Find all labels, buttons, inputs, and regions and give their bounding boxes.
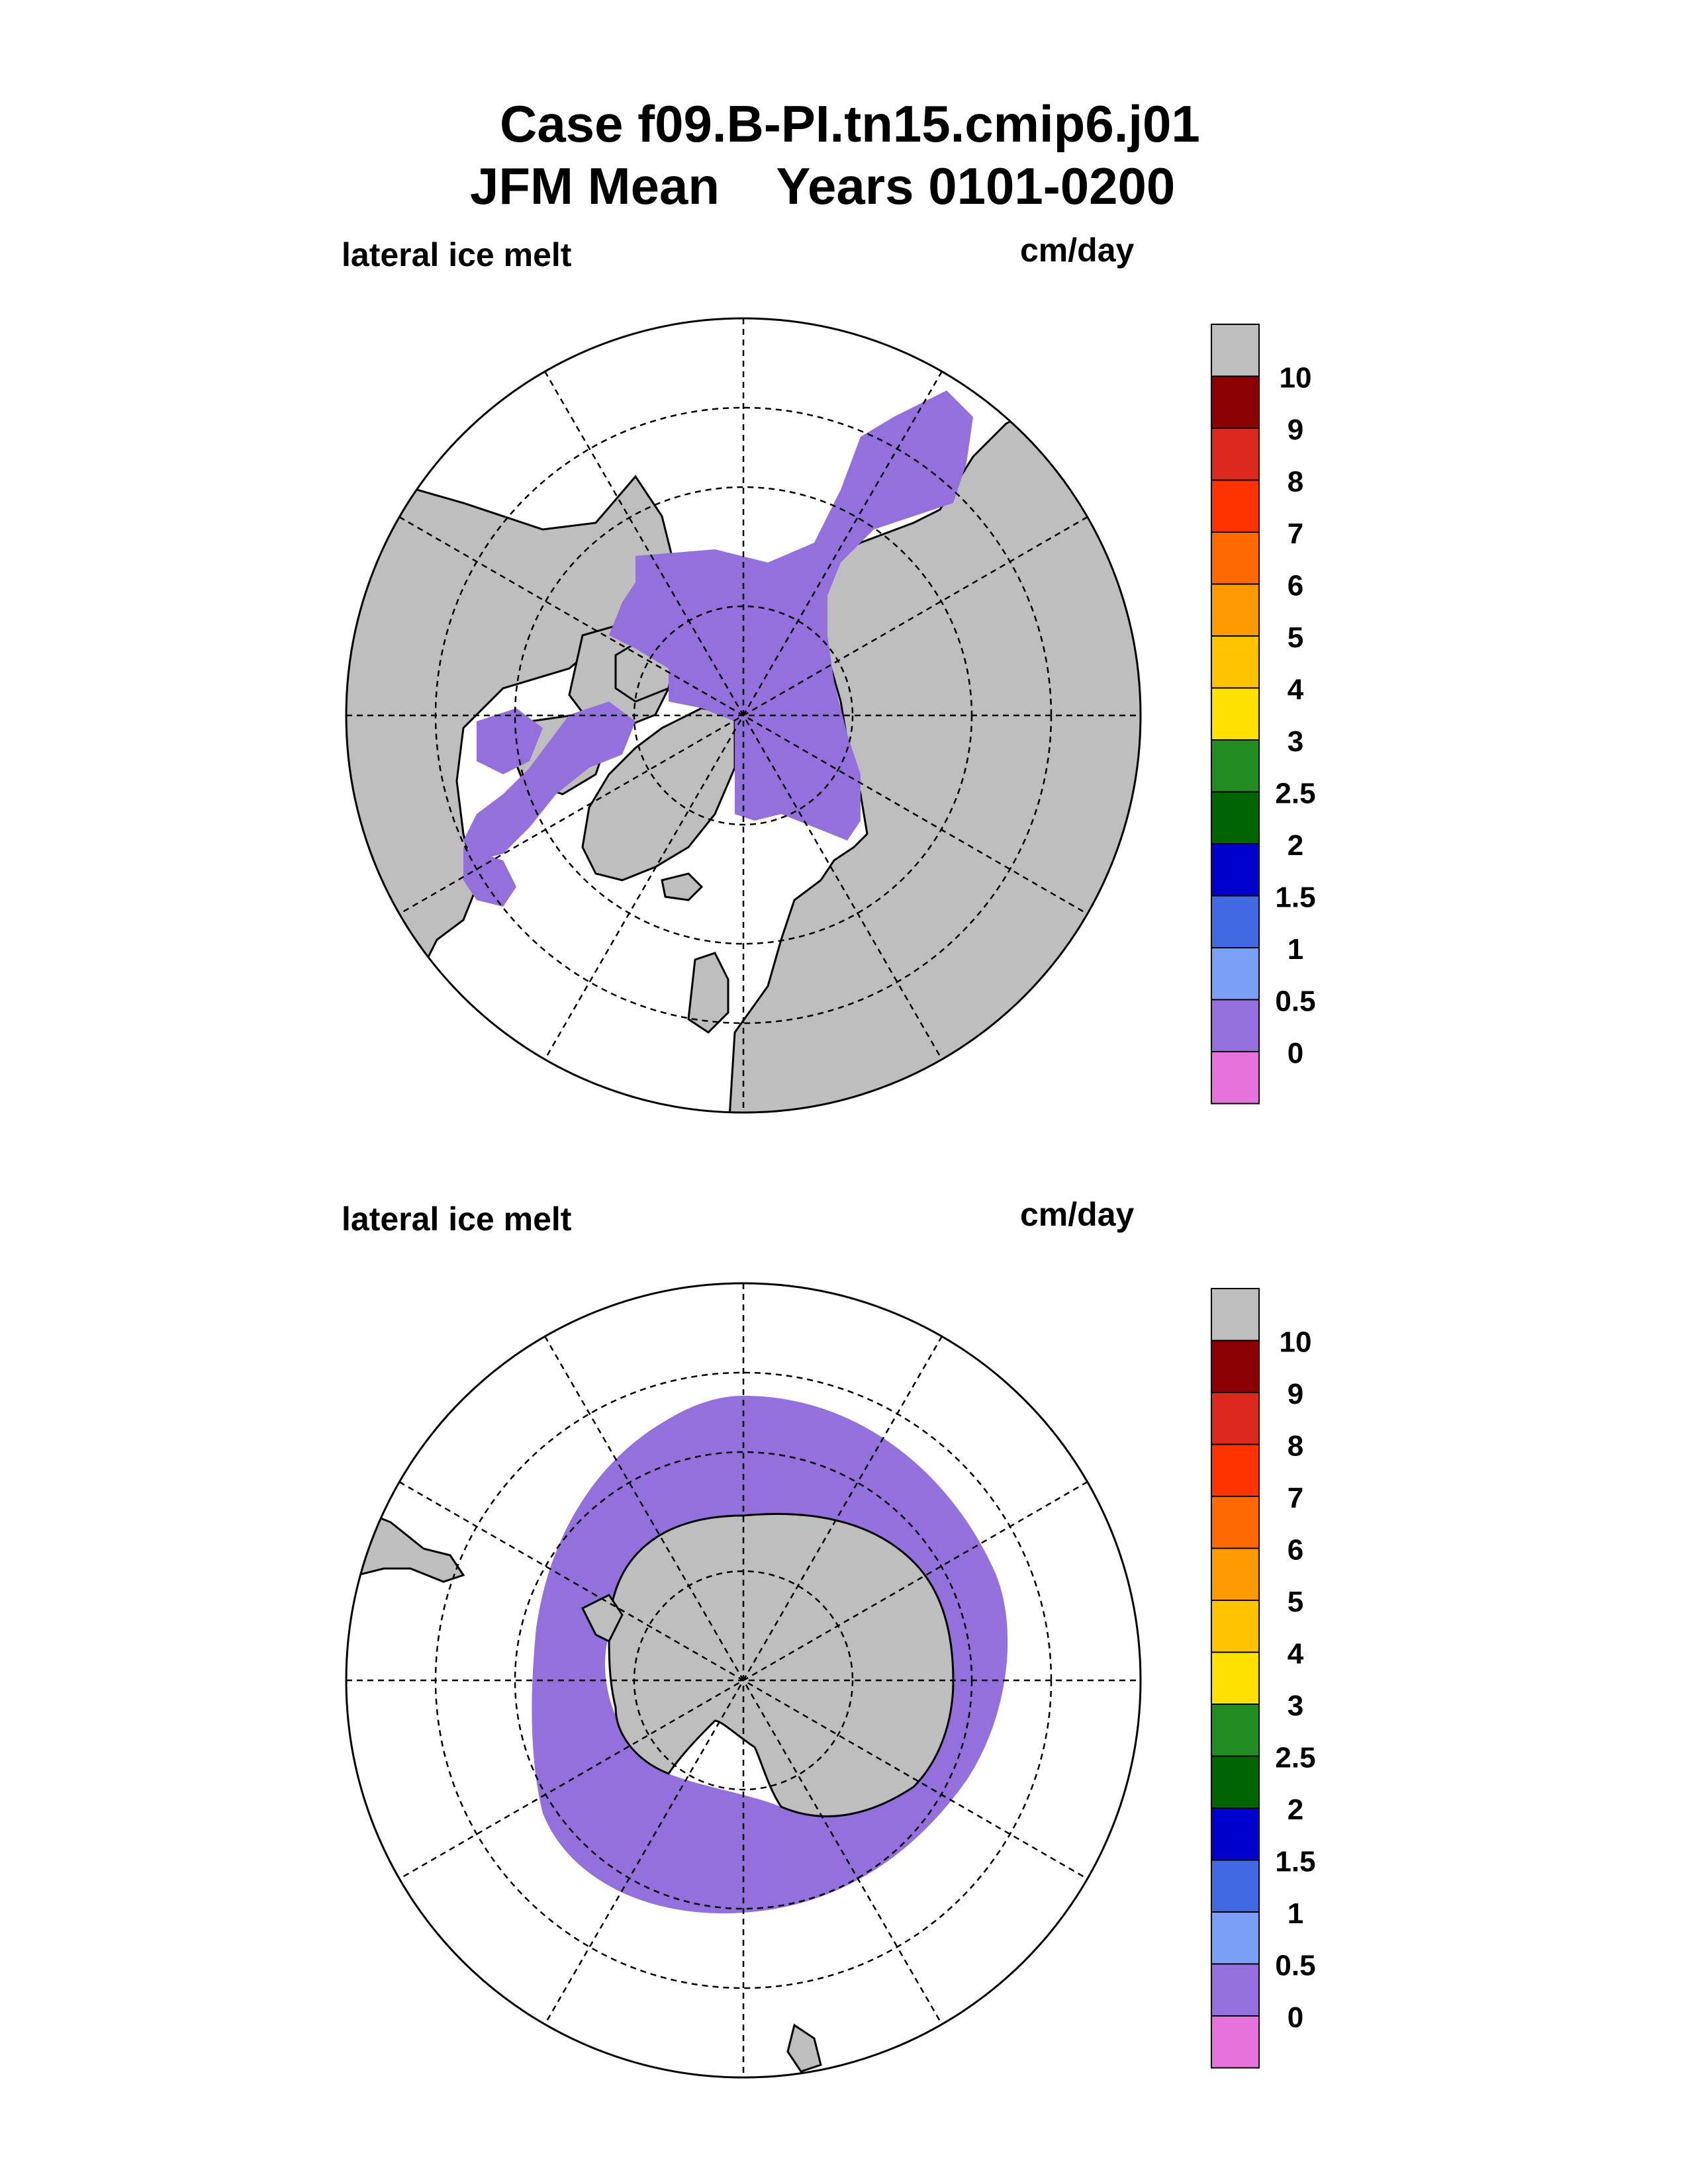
colorbar-box-north-5 [1211, 791, 1260, 844]
colorbar-box-south-4 [1211, 1807, 1260, 1861]
figure-title-line1: Case f09.B-PI.tn15.cmip6.j01 [500, 95, 1200, 153]
colorbar-box-south-13 [1211, 1340, 1260, 1393]
colorbar-box-south-12 [1211, 1392, 1260, 1445]
colorbar-label-north-5: 2.5 [1275, 778, 1315, 810]
colorbar-box-north-12 [1211, 428, 1260, 481]
colorbar-label-north-8: 5 [1288, 621, 1303, 654]
graticule-south [346, 1283, 1141, 2077]
colorbar-label-north-10: 7 [1288, 518, 1303, 550]
colorbar-north: 0 0.5 1 1.5 2 2.5 3 4 5 6 7 8 9 10 [1211, 324, 1316, 1105]
colorbar-box-north-6 [1211, 739, 1260, 793]
colorbar-label-north-2: 1 [1288, 933, 1303, 966]
colorbar-box-north-2 [1211, 947, 1260, 1001]
colorbar-label-north-11: 8 [1288, 466, 1303, 498]
colorbar-box-north-7 [1211, 687, 1260, 741]
colorbar-label-south-0: 0 [1288, 2001, 1303, 2034]
colorbar-label-north-9: 6 [1288, 570, 1303, 602]
colorbar-box-south-5 [1211, 1755, 1260, 1809]
colorbar-label-south-10: 7 [1288, 1482, 1303, 1514]
colorbar-box-south-10 [1211, 1496, 1260, 1549]
colorbar-label-south-1: 0.5 [1275, 1950, 1315, 1982]
units-label-south: cm/day [1020, 1196, 1135, 1233]
map-border-north [345, 317, 1142, 1114]
colorbar-label-north-0: 0 [1288, 1037, 1303, 1069]
colorbar-box-north-3 [1211, 895, 1260, 948]
colorbar-box-north-9 [1211, 583, 1260, 637]
colorbar-label-north-12: 9 [1288, 414, 1303, 446]
colorbar-label-south-13: 10 [1280, 1326, 1312, 1359]
land-iceland [661, 872, 704, 901]
colorbar-box-south-2 [1211, 1911, 1260, 1965]
map-border-south [345, 1282, 1142, 2079]
colorbar-label-south-5: 2.5 [1275, 1742, 1315, 1774]
map-south [345, 1282, 1142, 2079]
colorbar-label-south-11: 8 [1288, 1430, 1303, 1463]
land-british-isles [687, 952, 729, 1034]
colorbar-label-south-8: 5 [1288, 1586, 1303, 1618]
colorbar-box-south-3 [1211, 1859, 1260, 1913]
colorbar-box-south-9 [1211, 1547, 1260, 1601]
panel-title-north: lateral ice melt [342, 236, 572, 273]
ice-melt-arctic [609, 390, 973, 841]
colorbar-box-north-10 [1211, 531, 1260, 585]
colorbar-box-south-8 [1211, 1600, 1260, 1653]
colorbar-label-north-13: 10 [1280, 362, 1312, 394]
colorbar-box-south-14 [1211, 1288, 1260, 1342]
colorbar-box-south-7 [1211, 1651, 1260, 1705]
colorbar-label-north-1: 0.5 [1275, 985, 1315, 1018]
colorbar-box-north-8 [1211, 635, 1260, 689]
figure-title-line2: JFM Mean Years 0101-0200 [470, 157, 1176, 215]
ice-melt-southern-ocean [532, 1396, 1008, 1914]
graticule-north [346, 318, 1141, 1113]
colorbar-box-north-0 [1211, 1051, 1260, 1105]
colorbar-label-south-3: 1.5 [1275, 1846, 1315, 1878]
land-antarctica [608, 1513, 955, 1817]
colorbar-box-north-4 [1211, 843, 1260, 897]
land-antarctic-peninsula [581, 1594, 624, 1643]
colorbar-label-south-4: 2 [1288, 1794, 1303, 1826]
colorbar-south: 0 0.5 1 1.5 2 2.5 3 4 5 6 7 8 9 10 [1211, 1288, 1316, 2069]
colorbar-box-south-6 [1211, 1704, 1260, 1757]
colorbar-label-south-9: 6 [1288, 1534, 1303, 1567]
colorbar-box-north-11 [1211, 479, 1260, 533]
ice-melt-hudson-bay [477, 708, 543, 774]
colorbar-box-north-13 [1211, 375, 1260, 429]
colorbar-box-north-14 [1211, 324, 1260, 377]
colorbar-label-south-2: 1 [1288, 1897, 1303, 1930]
colorbar-label-north-7: 4 [1288, 674, 1304, 706]
colorbar-label-south-7: 4 [1288, 1638, 1304, 1670]
colorbar-box-north-1 [1211, 999, 1260, 1052]
colorbar-label-south-6: 3 [1288, 1690, 1303, 1722]
colorbar-label-north-4: 2 [1288, 829, 1303, 862]
ice-melt-labrador-sea [463, 847, 516, 907]
map-north [345, 317, 1142, 1114]
colorbar-box-south-0 [1211, 2015, 1260, 2069]
land-new-zealand [786, 2023, 822, 2073]
panel-title-south: lateral ice melt [342, 1201, 572, 1238]
colorbar-box-south-11 [1211, 1443, 1260, 1497]
colorbar-box-south-1 [1211, 1963, 1260, 2017]
colorbar-label-north-3: 1.5 [1275, 882, 1315, 914]
ice-melt-baffin-bay [463, 702, 635, 860]
colorbar-label-south-12: 9 [1288, 1378, 1303, 1410]
units-label-north: cm/day [1020, 232, 1135, 269]
colorbar-label-north-6: 3 [1288, 725, 1303, 758]
